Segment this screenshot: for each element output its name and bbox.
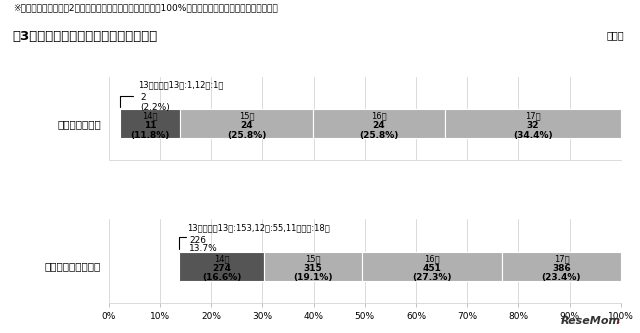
Bar — [179, 252, 264, 281]
Text: 226: 226 — [189, 236, 206, 245]
Text: 14歳: 14歳 — [214, 254, 229, 263]
Text: (25.8%): (25.8%) — [359, 131, 398, 140]
Text: 13歳以下（13歳:1,12歳:1）: 13歳以下（13歳:1,12歳:1） — [138, 81, 223, 90]
Bar — [502, 252, 621, 281]
Text: 24: 24 — [240, 121, 253, 130]
Text: 14歳: 14歳 — [143, 112, 158, 121]
Bar — [362, 252, 502, 281]
Text: ReseMom: ReseMom — [561, 316, 621, 326]
Bar — [120, 109, 180, 138]
Text: (16.6%): (16.6%) — [202, 273, 241, 282]
Text: （人）: （人） — [606, 30, 624, 40]
Text: 図3　《年齢別の被害児童数及び割合》: 図3 《年齢別の被害児童数及び割合》 — [13, 30, 158, 43]
Text: 16歳: 16歳 — [424, 254, 440, 263]
Text: 386: 386 — [552, 264, 571, 273]
Text: 24: 24 — [372, 121, 385, 130]
Text: ※　割合は、小数点第2位を四捨五入しているため、合計が100%にならないことがある（以下同じ）。: ※ 割合は、小数点第2位を四捨五入しているため、合計が100%にならないことがあ… — [13, 3, 278, 12]
Text: 32: 32 — [527, 121, 539, 130]
Text: (11.8%): (11.8%) — [131, 131, 170, 140]
Text: 451: 451 — [422, 264, 441, 273]
Text: 315: 315 — [303, 264, 322, 273]
Bar — [312, 109, 445, 138]
Text: 2: 2 — [141, 93, 146, 102]
Bar — [445, 109, 621, 138]
Bar — [180, 109, 312, 138]
Text: 274: 274 — [212, 264, 231, 273]
Text: (25.8%): (25.8%) — [227, 131, 266, 140]
Text: 13歳以下（13歳:153,12歳:55,11歳以下:18）: 13歳以下（13歳:153,12歳:55,11歳以下:18） — [187, 223, 330, 232]
Text: 15歳: 15歳 — [239, 112, 254, 121]
Text: (23.4%): (23.4%) — [541, 273, 581, 282]
Text: 17歳: 17歳 — [525, 112, 541, 121]
Text: 17歳: 17歳 — [554, 254, 569, 263]
Text: 16歳: 16歳 — [371, 112, 387, 121]
Text: (2.2%): (2.2%) — [141, 103, 170, 112]
Text: 15歳: 15歳 — [305, 254, 321, 263]
Text: (19.1%): (19.1%) — [293, 273, 333, 282]
Text: 出会い系サイト: 出会い系サイト — [58, 119, 101, 129]
Text: 11: 11 — [144, 121, 157, 130]
Text: 13.7%: 13.7% — [189, 244, 218, 253]
Text: .: . — [616, 315, 620, 325]
Text: (27.3%): (27.3%) — [412, 273, 451, 282]
Bar — [264, 252, 362, 281]
Text: (34.4%): (34.4%) — [513, 131, 552, 140]
Text: コミュニティサイト: コミュニティサイト — [45, 261, 101, 271]
